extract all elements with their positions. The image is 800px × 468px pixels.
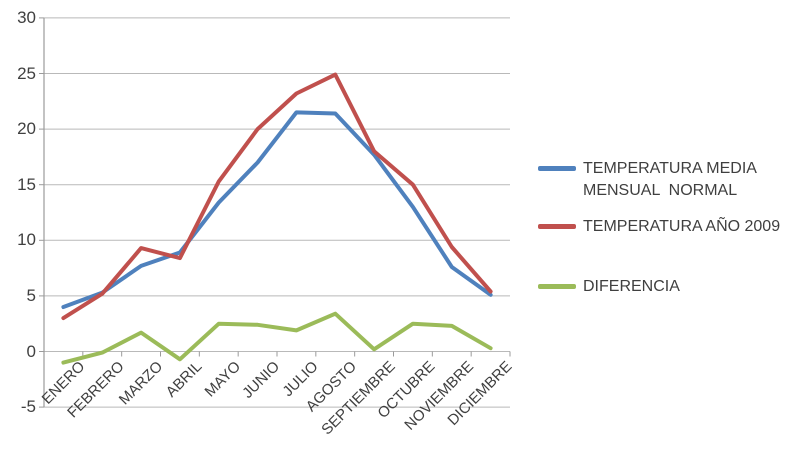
legend-label: DIFERENCIA — [583, 278, 680, 295]
y-axis-tick-label: 15 — [17, 174, 36, 194]
y-axis-tick-label: 5 — [26, 285, 36, 305]
legend-item: TEMPERATURA MEDIA MENSUAL NORMAL — [538, 158, 799, 202]
y-axis-tick-label: 20 — [17, 119, 36, 139]
y-axis-tick-label: 0 — [26, 341, 36, 361]
series-line-0 — [61, 110, 493, 309]
legend-line-swatch-icon — [538, 224, 576, 229]
y-axis-tick-label: 10 — [17, 230, 36, 250]
legend-item: DIFERENCIA — [538, 276, 799, 298]
legend-line-swatch-icon — [538, 284, 576, 289]
series-line-2 — [61, 311, 493, 365]
y-axis-tick-label: -5 — [20, 397, 36, 417]
series-line-1 — [61, 72, 493, 321]
legend-label: TEMPERATURA AÑO 2009 — [583, 218, 781, 235]
y-axis-tick-label: 25 — [17, 63, 36, 83]
legend-item: TEMPERATURA AÑO 2009 — [538, 216, 799, 238]
y-axis-tick-label: 30 — [17, 7, 36, 27]
legend-label: TEMPERATURA MEDIA MENSUAL NORMAL — [583, 160, 761, 199]
legend-line-swatch-icon — [538, 166, 576, 171]
legend: TEMPERATURA MEDIA MENSUAL NORMAL TEMPERAT… — [538, 150, 800, 330]
